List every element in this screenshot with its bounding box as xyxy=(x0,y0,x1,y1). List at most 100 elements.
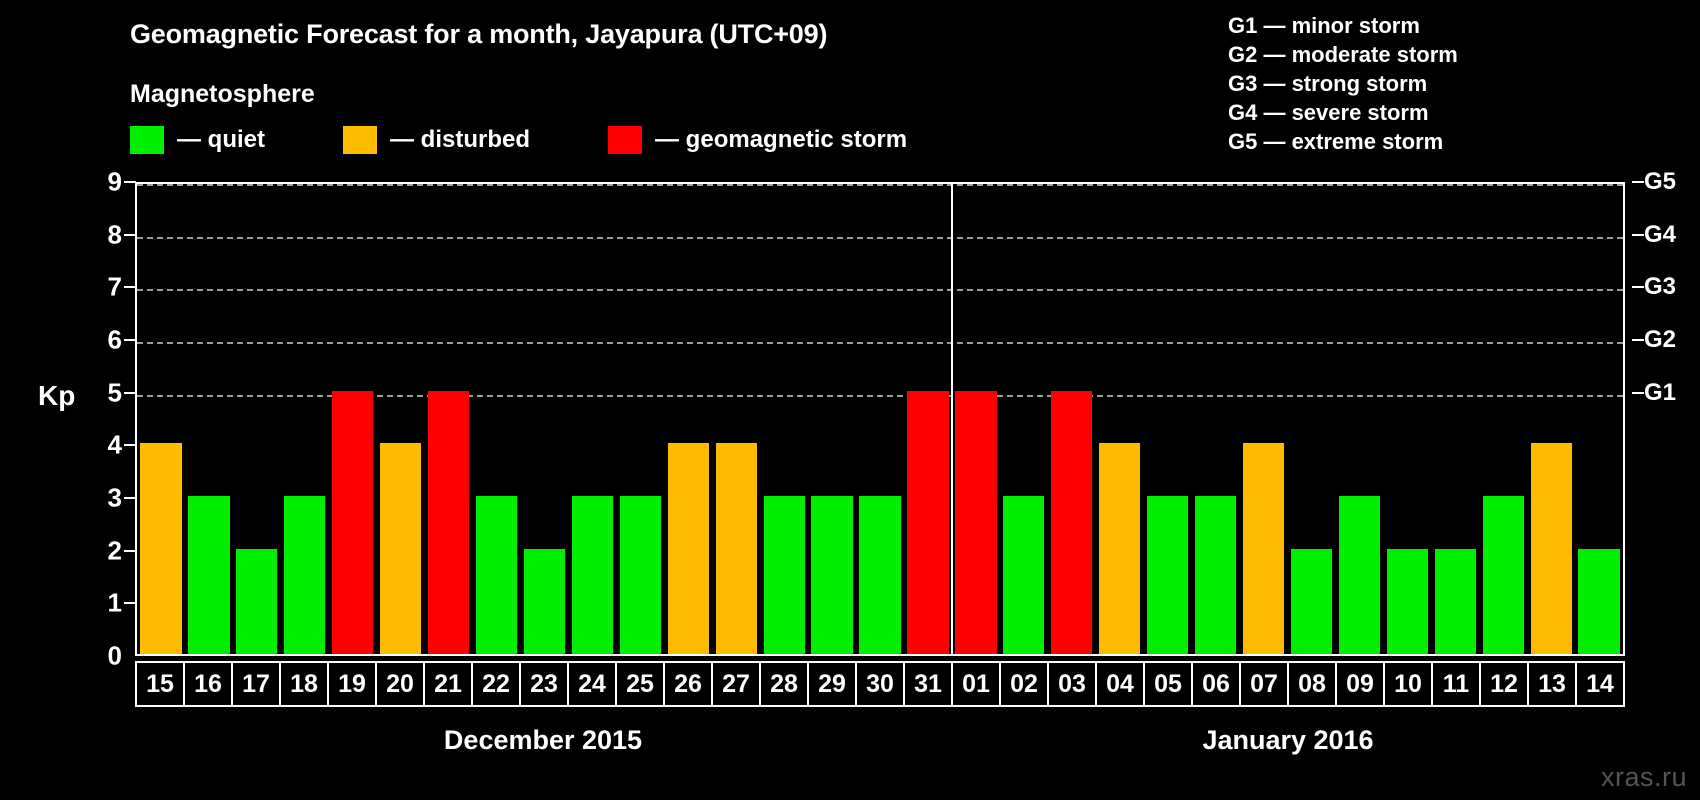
day-label: 27 xyxy=(722,669,750,698)
bar-25[interactable] xyxy=(619,496,661,654)
day-box-01[interactable]: 01 xyxy=(951,661,1001,707)
y-tick-label-1: 1 xyxy=(107,587,122,618)
legend-entry-quiet: — quiet xyxy=(130,126,265,154)
bar-01[interactable] xyxy=(955,390,997,654)
day-label: 09 xyxy=(1346,669,1374,698)
bar-slot xyxy=(616,184,664,654)
day-box-17[interactable]: 17 xyxy=(231,661,281,707)
bar-12[interactable] xyxy=(1482,496,1524,654)
day-box-16[interactable]: 16 xyxy=(183,661,233,707)
day-box-22[interactable]: 22 xyxy=(471,661,521,707)
bar-06[interactable] xyxy=(1194,496,1237,654)
day-box-06[interactable]: 06 xyxy=(1191,661,1241,707)
bar-slot xyxy=(760,184,808,654)
day-box-28[interactable]: 28 xyxy=(759,661,809,707)
bar-05[interactable] xyxy=(1147,496,1189,654)
day-box-25[interactable]: 25 xyxy=(615,661,665,707)
y-tick-label-0: 0 xyxy=(107,640,122,671)
day-label: 29 xyxy=(818,669,846,698)
bar-30[interactable] xyxy=(859,496,901,654)
day-box-19[interactable]: 19 xyxy=(327,661,377,707)
bar-24[interactable] xyxy=(571,496,614,654)
day-box-23[interactable]: 23 xyxy=(519,661,569,707)
bar-16[interactable] xyxy=(188,496,230,654)
day-box-20[interactable]: 20 xyxy=(375,661,425,707)
y-tick-label-7: 7 xyxy=(107,271,122,302)
day-box-12[interactable]: 12 xyxy=(1479,661,1529,707)
day-label: 20 xyxy=(386,669,414,698)
bar-slot xyxy=(1527,184,1575,654)
y-axis-title: Kp xyxy=(38,380,76,411)
bar-13[interactable] xyxy=(1530,443,1572,654)
day-box-13[interactable]: 13 xyxy=(1527,661,1577,707)
day-box-31[interactable]: 31 xyxy=(903,661,953,707)
day-box-21[interactable]: 21 xyxy=(423,661,473,707)
legend-swatch-storm xyxy=(608,126,643,154)
bar-07[interactable] xyxy=(1242,443,1285,654)
bar-28[interactable] xyxy=(763,496,805,654)
bar-21[interactable] xyxy=(427,390,470,654)
day-box-05[interactable]: 05 xyxy=(1143,661,1193,707)
day-box-26[interactable]: 26 xyxy=(663,661,713,707)
bar-26[interactable] xyxy=(667,443,709,654)
y-tick-mark-1 xyxy=(124,602,136,605)
bar-18[interactable] xyxy=(284,496,326,654)
bar-slot xyxy=(281,184,329,654)
bar-08[interactable] xyxy=(1290,548,1333,654)
bar-04[interactable] xyxy=(1099,443,1141,654)
gridline-kp-6 xyxy=(137,342,1623,344)
bar-slot xyxy=(904,184,952,654)
day-box-11[interactable]: 11 xyxy=(1431,661,1481,707)
day-label: 17 xyxy=(242,669,270,698)
bar-11[interactable] xyxy=(1434,548,1476,654)
g-tick-mark-G2 xyxy=(1632,339,1644,341)
bar-17[interactable] xyxy=(236,548,278,654)
day-label: 15 xyxy=(146,669,174,698)
day-box-18[interactable]: 18 xyxy=(279,661,329,707)
bar-09[interactable] xyxy=(1338,496,1381,654)
watermark: xras.ru xyxy=(1600,762,1687,792)
day-box-08[interactable]: 08 xyxy=(1287,661,1337,707)
y-tick-mark-7 xyxy=(124,286,136,289)
bar-27[interactable] xyxy=(715,443,757,654)
y-tick-mark-4 xyxy=(124,444,136,447)
bar-29[interactable] xyxy=(811,496,853,654)
bar-slot xyxy=(1048,184,1096,654)
day-box-30[interactable]: 30 xyxy=(855,661,905,707)
bar-slot xyxy=(952,184,1000,654)
bar-02[interactable] xyxy=(1003,496,1045,654)
day-label: 10 xyxy=(1394,669,1422,698)
day-box-02[interactable]: 02 xyxy=(999,661,1049,707)
g-tick-label-G5: G5 xyxy=(1644,168,1677,195)
bar-14[interactable] xyxy=(1578,548,1620,654)
day-label: 11 xyxy=(1442,669,1470,698)
bar-15[interactable] xyxy=(140,443,182,654)
bar-31[interactable] xyxy=(907,390,949,654)
gridline-kp-8 xyxy=(137,236,1623,239)
bar-slot xyxy=(1431,184,1479,654)
day-box-04[interactable]: 04 xyxy=(1095,661,1145,707)
day-box-07[interactable]: 07 xyxy=(1239,661,1289,707)
day-box-29[interactable]: 29 xyxy=(807,661,857,707)
day-label: 07 xyxy=(1250,669,1278,698)
y-tick-mark-5 xyxy=(124,391,136,394)
day-box-09[interactable]: 09 xyxy=(1335,661,1385,707)
day-label: 25 xyxy=(626,669,654,698)
day-box-03[interactable]: 03 xyxy=(1047,661,1097,707)
bar-23[interactable] xyxy=(523,548,566,654)
bar-10[interactable] xyxy=(1386,548,1428,654)
day-label: 23 xyxy=(530,669,558,698)
day-box-15[interactable]: 15 xyxy=(135,661,185,707)
bar-20[interactable] xyxy=(380,443,422,654)
bar-22[interactable] xyxy=(475,496,518,654)
day-box-24[interactable]: 24 xyxy=(567,661,617,707)
day-box-27[interactable]: 27 xyxy=(711,661,761,707)
g-scale-row-2: G2 — moderate storm xyxy=(1228,42,1458,67)
bar-19[interactable] xyxy=(332,390,374,654)
y-tick-mark-9 xyxy=(124,181,136,183)
y-tick-label-3: 3 xyxy=(107,482,122,513)
day-box-10[interactable]: 10 xyxy=(1383,661,1433,707)
legend-swatch-disturbed xyxy=(343,126,377,154)
day-box-14[interactable]: 14 xyxy=(1575,661,1625,707)
bar-03[interactable] xyxy=(1051,390,1093,654)
